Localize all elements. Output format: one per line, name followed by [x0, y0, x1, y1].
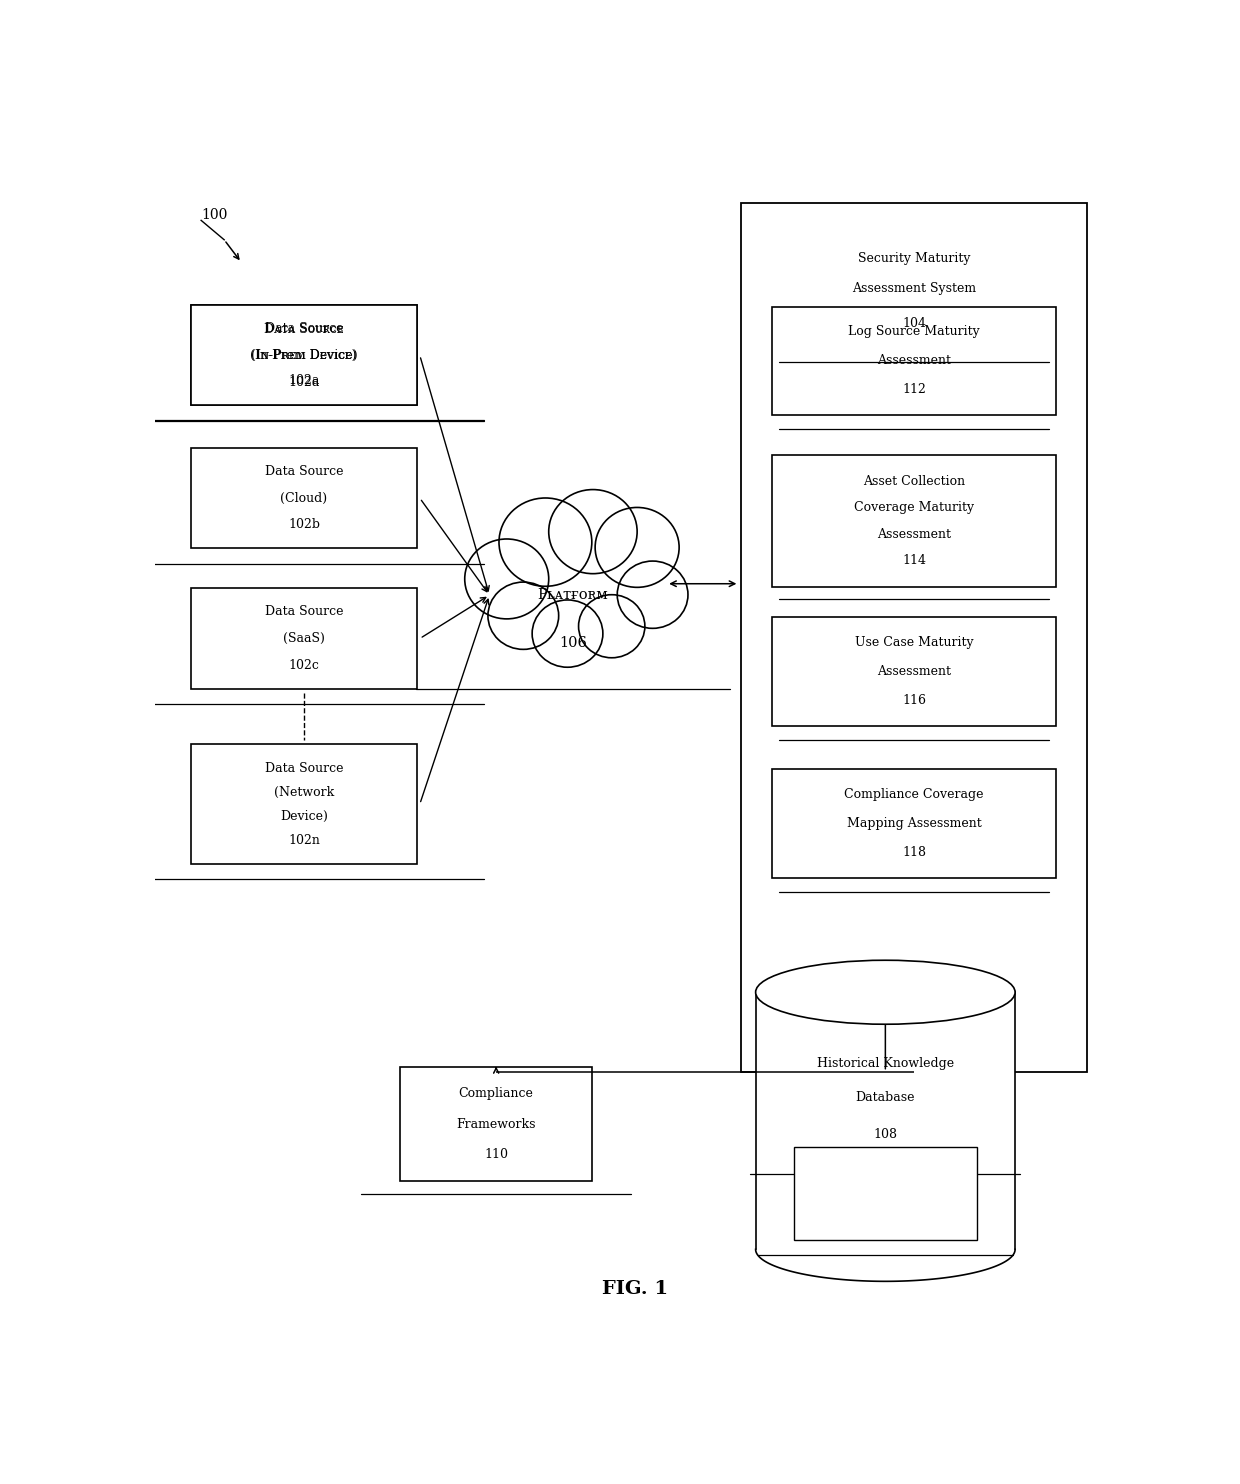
Ellipse shape [595, 508, 680, 588]
Text: Use Case Maturity: Use Case Maturity [854, 637, 973, 650]
Text: 102n: 102n [288, 834, 320, 847]
Text: Assessment System: Assessment System [852, 282, 976, 295]
Text: 108: 108 [873, 1128, 898, 1141]
Bar [773, 456, 1056, 586]
Text: FIG. 1: FIG. 1 [603, 1279, 668, 1298]
Text: 102c: 102c [289, 659, 320, 672]
Bar [191, 745, 417, 864]
Bar [191, 588, 417, 689]
Ellipse shape [618, 561, 688, 628]
Ellipse shape [532, 600, 603, 668]
Text: 114: 114 [903, 554, 926, 567]
Ellipse shape [579, 595, 645, 657]
Bar [755, 993, 1016, 1250]
Text: 104: 104 [903, 316, 926, 329]
Text: 112: 112 [874, 1212, 897, 1224]
Text: Data Source: Data Source [264, 464, 343, 478]
Text: 110: 110 [484, 1149, 508, 1160]
Text: (In-Prem Device): (In-Prem Device) [250, 349, 358, 362]
Text: 118: 118 [903, 846, 926, 859]
Bar [773, 617, 1056, 726]
Text: (SaaS): (SaaS) [283, 632, 325, 646]
Text: 102a: 102a [288, 374, 320, 387]
Text: Data Source: Data Source [264, 761, 343, 775]
Text: Asset Collection: Asset Collection [863, 475, 965, 488]
Text: 106: 106 [559, 637, 587, 650]
Ellipse shape [487, 582, 559, 650]
Bar [773, 307, 1056, 416]
Bar [794, 1147, 977, 1241]
Text: (Network: (Network [274, 785, 334, 798]
Text: Compliance: Compliance [459, 1088, 533, 1100]
Bar [401, 1067, 593, 1181]
Text: Compliance Coverage: Compliance Coverage [844, 788, 985, 801]
Text: Score Matrix: Score Matrix [847, 1187, 924, 1201]
Text: Assessment: Assessment [877, 355, 951, 368]
Text: 100: 100 [201, 208, 227, 221]
Text: Data Source: Data Source [264, 605, 343, 619]
Text: Historical Knowledge: Historical Knowledge [817, 1057, 954, 1070]
Text: Log Source Maturity: Log Source Maturity [848, 325, 980, 338]
Text: Device): Device) [280, 810, 327, 822]
Text: Mapping Assessment: Mapping Assessment [847, 818, 982, 830]
Text: (Iɴ-Pʀᴇᴍ Dᴇᴠɪᴄᴇ): (Iɴ-Pʀᴇᴍ Dᴇᴠɪᴄᴇ) [252, 349, 357, 362]
Text: 102a: 102a [288, 375, 320, 389]
Text: Pʟᴀᴛғᴏʀᴍ: Pʟᴀᴛғᴏʀᴍ [538, 588, 609, 603]
Text: Database: Database [856, 1091, 915, 1104]
Text: 102b: 102b [288, 518, 320, 531]
Text: Coverage Maturity: Coverage Maturity [854, 502, 975, 515]
Text: Security Maturity: Security Maturity [858, 252, 971, 264]
Text: (Cloud): (Cloud) [280, 491, 327, 505]
Bar [191, 448, 417, 548]
Ellipse shape [549, 490, 637, 574]
Ellipse shape [755, 960, 1016, 1024]
Bar [191, 304, 417, 405]
Text: 116: 116 [903, 695, 926, 708]
Text: Dᴀᴛᴀ Sᴏᴜʀᴄᴇ: Dᴀᴛᴀ Sᴏᴜʀᴄᴇ [264, 324, 343, 337]
Bar [773, 769, 1056, 879]
Text: Assessment: Assessment [877, 527, 951, 540]
Text: Frameworks: Frameworks [456, 1117, 536, 1131]
Text: Assessment: Assessment [877, 665, 951, 678]
Text: Data Source: Data Source [264, 322, 343, 335]
Ellipse shape [465, 539, 549, 619]
Bar [191, 304, 417, 405]
Bar [742, 203, 1087, 1071]
Text: 112: 112 [903, 383, 926, 396]
Ellipse shape [498, 499, 591, 586]
Text: Criticality: Criticality [856, 1162, 915, 1175]
